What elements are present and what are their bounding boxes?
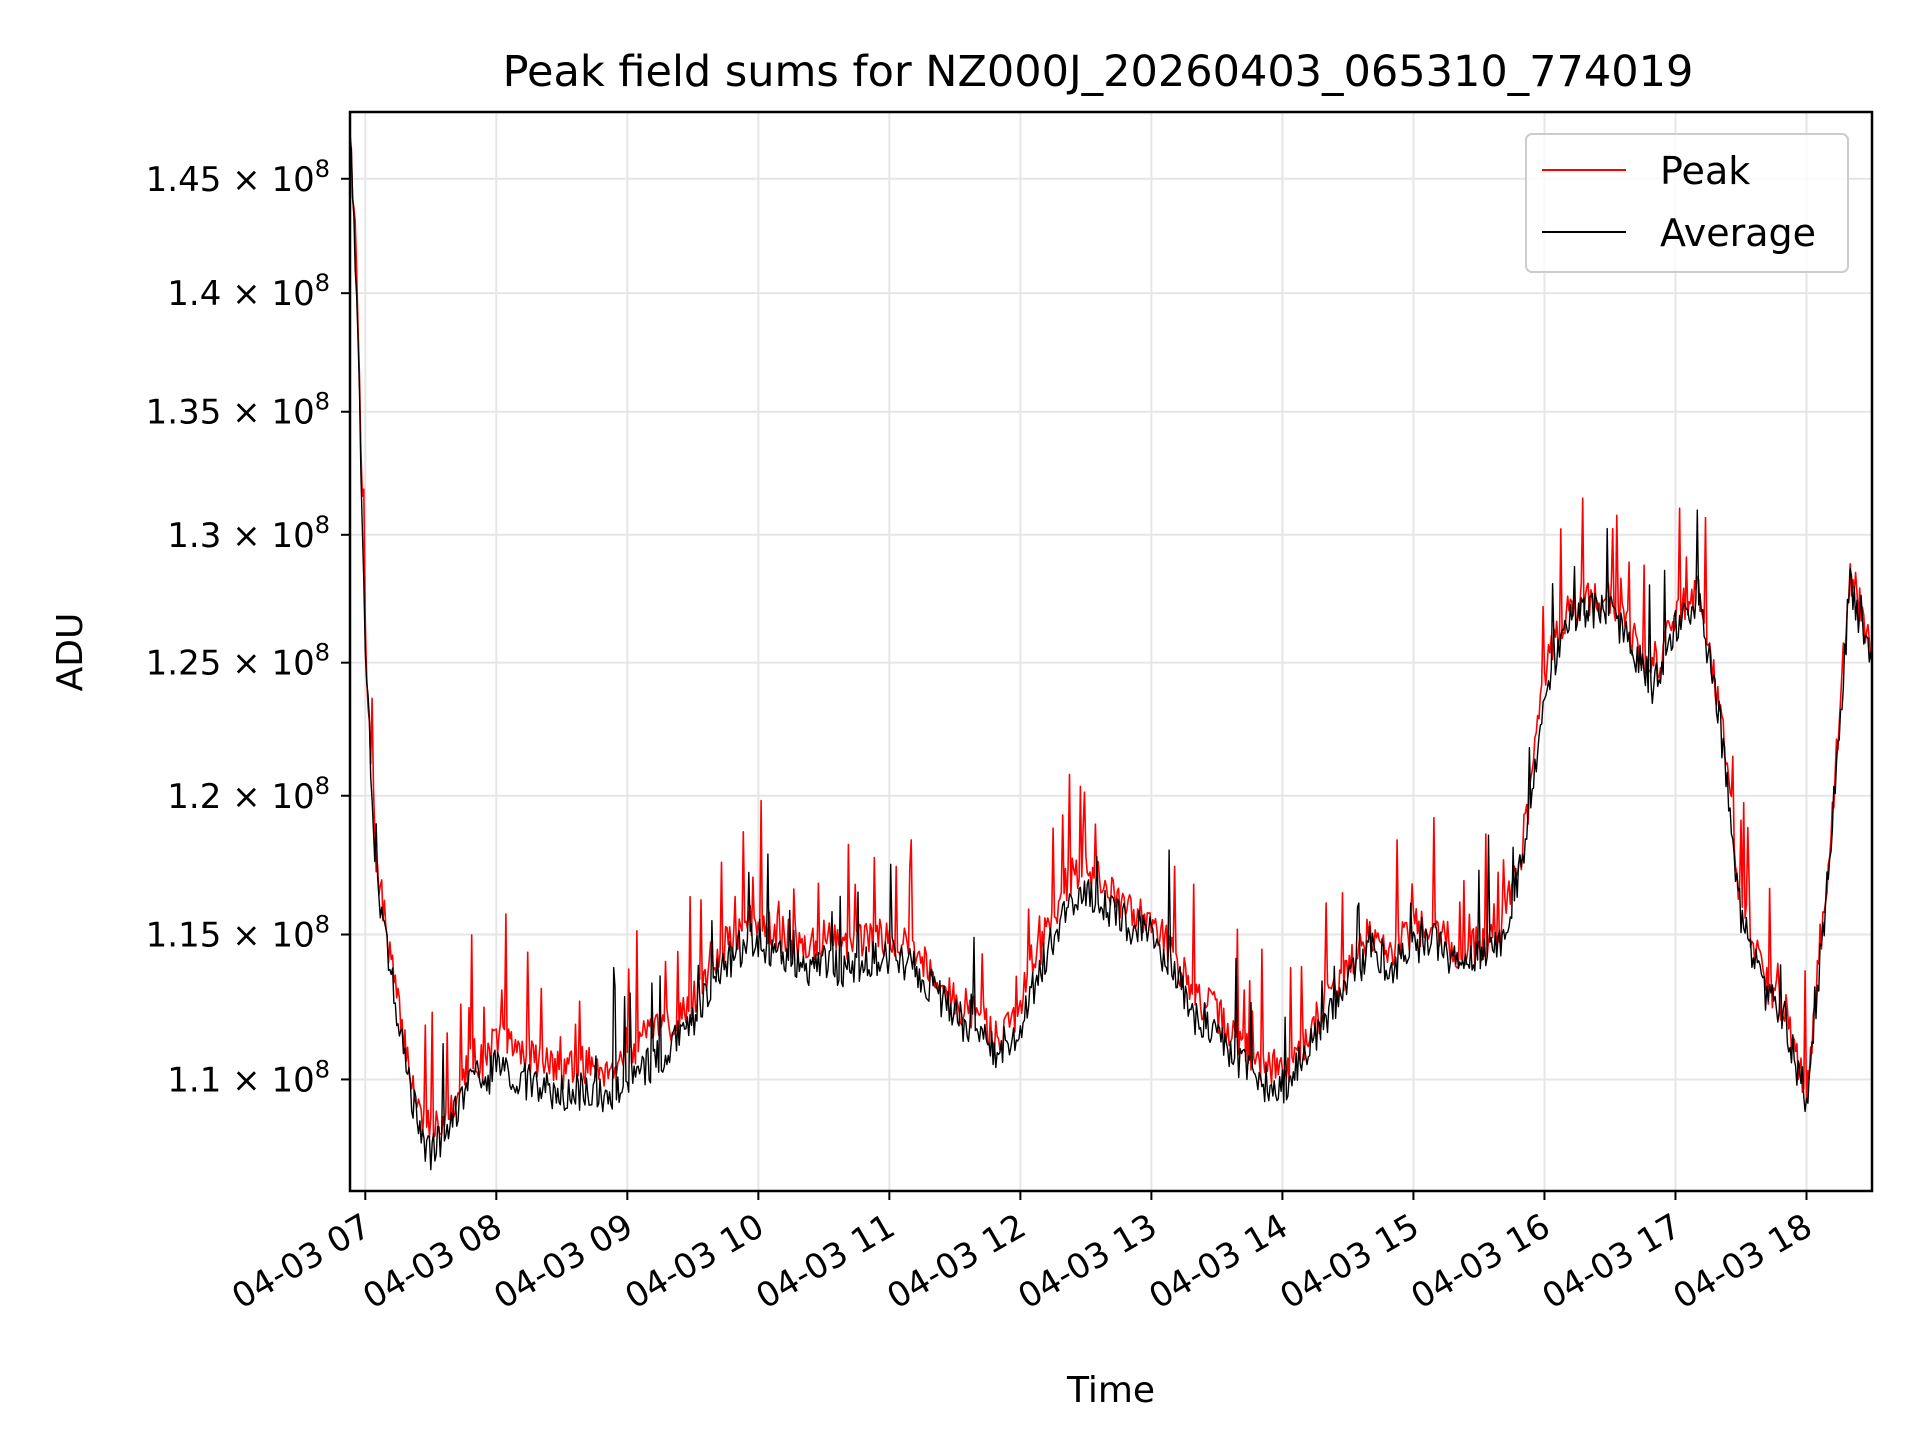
y-tick-label: 1.2 × 108 xyxy=(167,772,330,817)
plot-frame xyxy=(348,110,1874,1193)
legend-label-peak: Peak xyxy=(1660,149,1750,193)
series-layer xyxy=(349,133,1873,1171)
y-axis: 1.1 × 108 1.15 × 108 1.2 × 108 1.25 × 108 1.… xyxy=(146,155,350,1100)
series-line-peak xyxy=(349,133,1873,1139)
series-line-average xyxy=(349,144,1873,1171)
y-tick-label: 1.35 × 108 xyxy=(146,388,330,433)
y-tick-label: 1.15 × 108 xyxy=(146,911,330,956)
x-axis-title: Time xyxy=(1066,1370,1155,1411)
y-tick-label: 1.25 × 108 xyxy=(146,639,330,684)
y-tick-label: 1.45 × 108 xyxy=(146,155,330,200)
y-axis-title: ADU xyxy=(50,613,91,692)
y-tick-label: 1.4 × 108 xyxy=(167,269,330,314)
legend: Peak Average xyxy=(1525,133,1849,273)
y-tick-label: 1.1 × 108 xyxy=(167,1055,330,1100)
chart-title: Peak field sums for NZ000J_20260403_0653… xyxy=(503,47,1694,97)
y-tick-label: 1.3 × 108 xyxy=(167,511,330,556)
legend-label-average: Average xyxy=(1660,211,1816,255)
legend-box xyxy=(1525,133,1849,273)
